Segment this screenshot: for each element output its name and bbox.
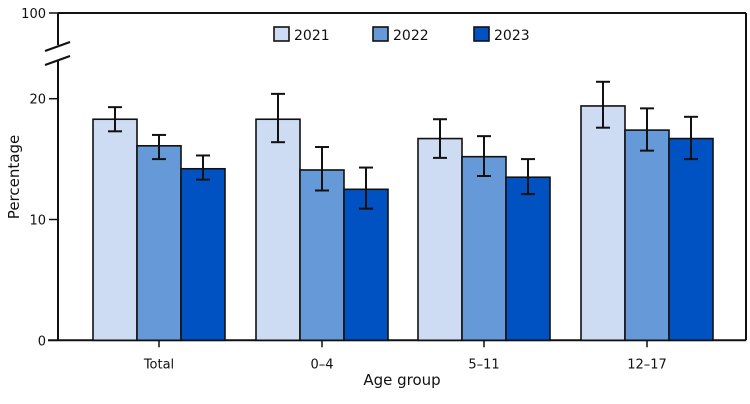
bar-2023 — [343, 188, 389, 342]
x-tick-label: 12–17 — [627, 357, 667, 372]
y-axis-label: Percentage — [5, 135, 23, 219]
axis-break-mark — [44, 41, 71, 52]
bar-2023 — [180, 167, 226, 342]
legend-swatch-2022 — [372, 26, 389, 42]
y-axis: 0 10 20 100 — [21, 7, 58, 349]
x-tick-label: Total — [143, 357, 174, 372]
bar-2021 — [580, 105, 626, 342]
legend-swatch-2021 — [273, 26, 290, 42]
bar-2023 — [505, 176, 551, 342]
axis-break-mark — [44, 55, 71, 66]
legend-label: 2023 — [494, 28, 530, 44]
y-tick-label: 0 — [38, 334, 46, 349]
x-tick-label: 5–11 — [468, 357, 499, 372]
bar-2022 — [624, 129, 670, 342]
y-tick-label: 100 — [21, 7, 46, 22]
bar-2023 — [668, 137, 714, 342]
bar-2022 — [299, 169, 345, 342]
bar-2021 — [255, 118, 301, 342]
x-tick-label: 0–4 — [310, 357, 333, 372]
legend-swatch-2023 — [473, 26, 490, 42]
bar-2021 — [417, 137, 463, 342]
bar-2022 — [461, 155, 507, 342]
x-axis-label: Age group — [363, 371, 440, 389]
x-axis: Total 0–4 5–11 12–17 — [143, 340, 667, 372]
bars — [92, 80, 714, 342]
bar-2021 — [92, 118, 138, 342]
bar-2022 — [136, 145, 182, 342]
legend: 2021 2022 2023 — [273, 26, 530, 44]
legend-label: 2022 — [393, 28, 429, 44]
y-tick-label: 20 — [29, 93, 46, 108]
legend-label: 2021 — [294, 28, 330, 44]
y-tick-label: 10 — [29, 214, 46, 229]
